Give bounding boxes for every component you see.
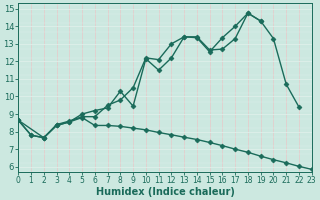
X-axis label: Humidex (Indice chaleur): Humidex (Indice chaleur) bbox=[96, 187, 235, 197]
